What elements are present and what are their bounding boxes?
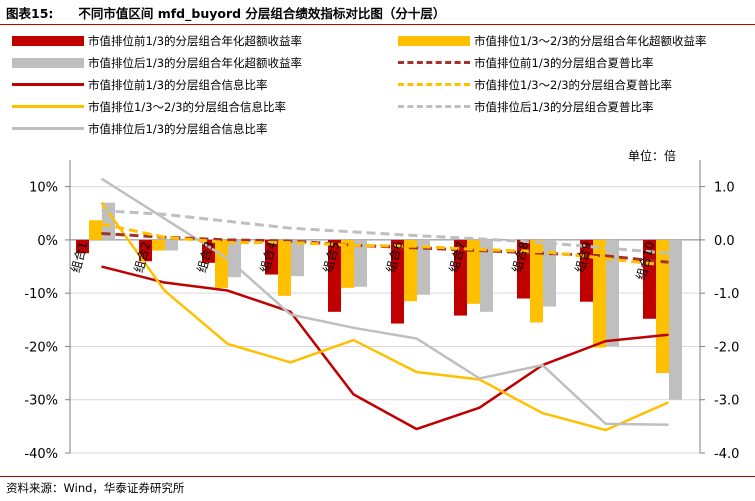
y-tick-label-right: -2.0 [714,340,739,355]
y-tick-label-right: 1.0 [714,181,735,196]
legend-swatch [12,118,84,140]
legend-item-ir-bottom: 市值排位后1/3的分层组合信息比率 [12,118,268,140]
figure-number: 图表15: [6,6,54,21]
bar-bottom [165,239,178,251]
legend-item-sharpe-top: 市值排位前1/3的分层组合夏普比率 [398,52,654,74]
legend-item-ir-mid: 市值排位1/3～2/3的分层组合信息比率 [12,96,286,118]
legend-swatch [398,30,470,52]
figure-title: 不同市值区间 mfd_buyord 分层组合绩效指标对比图（分十层） [78,6,446,21]
y-tick-label-left: 10% [29,181,58,196]
sharpe-line-4 [101,222,669,267]
bar-bottom [228,239,241,278]
x-tick-label: 组合1 [68,240,91,274]
y-tick-label-right: 0.0 [714,234,735,249]
ir-line-1 [100,201,670,432]
bar-mid [152,239,165,251]
bar-mid [467,239,480,304]
bar-top [454,239,467,316]
bar-mid [593,239,606,348]
legend-label: 市值排位1/3～2/3的分层组合年化超额收益率 [474,34,707,48]
y-tick-label-left: 0% [37,234,58,249]
ir-line-2 [100,177,669,427]
bar-top [517,239,530,299]
legend-swatch [398,74,470,96]
legend-label: 市值排位前1/3的分层组合年化超额收益率 [88,34,303,48]
bar-top [76,239,89,254]
bar-mid [341,239,354,288]
y-tick-label-right: -4.0 [714,447,739,462]
legend-swatch [12,96,84,118]
legend-item-sharpe-mid: 市值排位1/3～2/3的分层组合夏普比率 [398,74,672,96]
y-tick-label-right: -1.0 [714,287,739,302]
legend-label: 市值排位前1/3的分层组合夏普比率 [474,56,654,70]
bar-bottom [291,239,304,277]
bar-bottom [606,239,619,347]
legend-swatch [398,52,470,74]
legend-item-ir-top: 市值排位前1/3的分层组合信息比率 [12,74,268,96]
bar-bottom [417,239,430,295]
bar-top [139,239,152,262]
bar-bottom [354,239,367,287]
y-tick-label-left: -10% [24,287,58,302]
source-divider [0,476,755,477]
legend-item-bar-top: 市值排位前1/3的分层组合年化超额收益率 [12,30,302,52]
y-tick-label-left: -20% [24,340,58,355]
legend-label: 市值排位1/3～2/3的分层组合夏普比率 [474,78,673,92]
bar-top [391,239,404,324]
legend-item-bar-bottom: 市值排位后1/3的分层组合年化超额收益率 [12,52,302,74]
bar-bottom [669,239,682,400]
y-tick-label-left: -30% [24,394,58,409]
legend-swatch [12,52,84,74]
legend-label: 市值排位后1/3的分层组合年化超额收益率 [88,56,303,70]
legend-label: 市值排位前1/3的分层组合信息比率 [88,78,268,92]
legend-swatch [12,74,84,96]
bar-mid [404,239,417,302]
figure-title-row: 图表15: 不同市值区间 mfd_buyord 分层组合绩效指标对比图（分十层） [6,3,750,23]
chart-legend: 市值排位前1/3的分层组合年化超额收益率 市值排位1/3～2/3的分层组合年化超… [12,30,752,150]
legend-label: 市值排位后1/3的分层组合信息比率 [88,122,268,136]
legend-item-bar-mid: 市值排位1/3～2/3的分层组合年化超额收益率 [398,30,707,52]
source-note: 资料来源：Wind，华泰证券研究所 [6,481,185,495]
legend-label: 市值排位后1/3的分层组合夏普比率 [474,100,654,114]
y-tick-label-left: -40% [24,447,58,462]
bar-bottom [543,239,556,307]
bar-top [328,239,341,312]
bar-bottom [480,239,493,312]
unit-label: 单位：倍 [628,149,677,163]
bar-mid [215,239,228,288]
combo-chart: 10% 0% -10% -20% -30% -40% 1.0 0.0 -1.0 -2.0 -3.0 -… [24,160,739,462]
y-tick-label-right: -3.0 [714,394,739,409]
title-divider [0,24,755,25]
bar-mid [89,220,102,240]
sharpe-line-5 [101,209,669,255]
bar-top [265,239,278,275]
legend-label: 市值排位1/3～2/3的分层组合信息比率 [88,100,287,114]
ir-line-0 [101,265,669,431]
bar-mid [530,239,543,323]
bar-mid [656,239,669,374]
legend-swatch [12,30,84,52]
legend-item-sharpe-bottom: 市值排位后1/3的分层组合夏普比率 [398,96,654,118]
bar-mid [278,239,291,296]
legend-swatch [398,96,470,118]
